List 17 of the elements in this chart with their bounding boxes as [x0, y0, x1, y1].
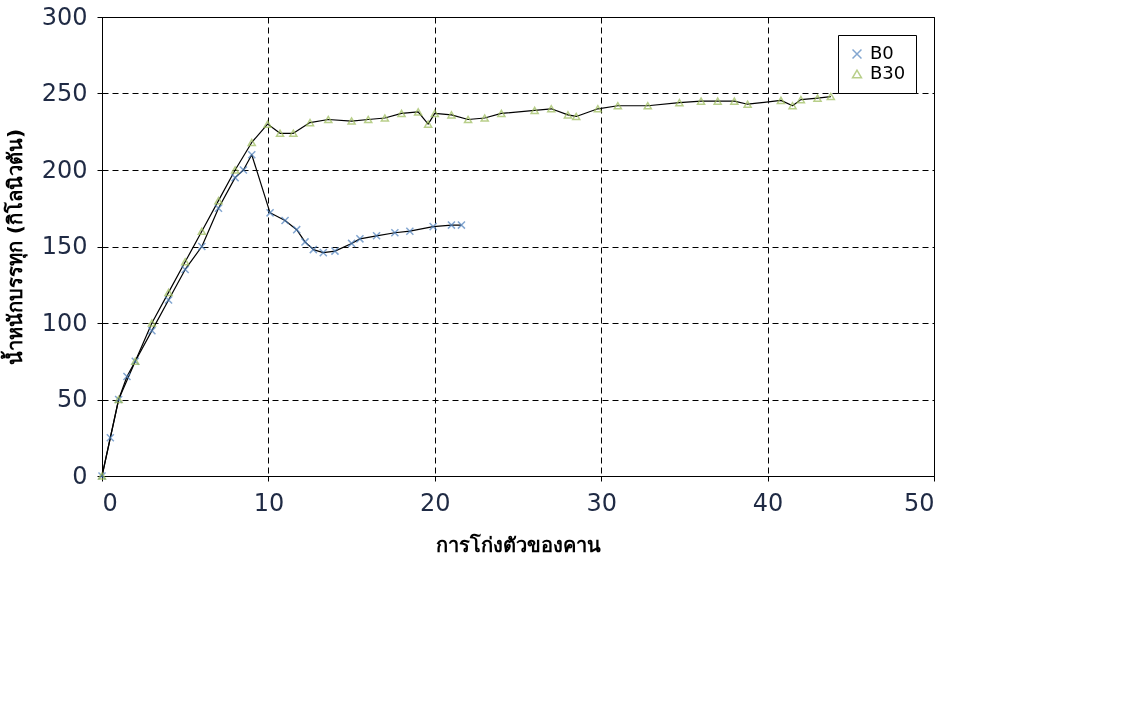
x-tick-label: 10 — [253, 488, 285, 517]
y-tick-label: 200 — [41, 155, 88, 184]
y-tick-label: 300 — [41, 2, 88, 31]
x-tick-label: 20 — [420, 488, 451, 517]
x-tick-label: 40 — [752, 488, 784, 517]
legend-label: B30 — [870, 62, 906, 83]
y-tick-label: 0 — [72, 461, 88, 490]
x-tick-label: 50 — [903, 488, 935, 517]
x-axis-title: การโก่งตัวของคาน — [436, 532, 601, 557]
x-tick-label: 0 — [102, 488, 118, 517]
x-tick-label: 30 — [586, 488, 617, 517]
y-tick-label: 250 — [41, 79, 88, 107]
y-tick-label: 100 — [41, 308, 88, 337]
y-tick-label: 50 — [56, 385, 88, 413]
y-axis-title: น้ำหนักบรรทุก (กิโลนิวตัน) — [0, 128, 28, 366]
legend-label: B0 — [870, 42, 894, 63]
y-tick-label: 150 — [41, 232, 88, 260]
